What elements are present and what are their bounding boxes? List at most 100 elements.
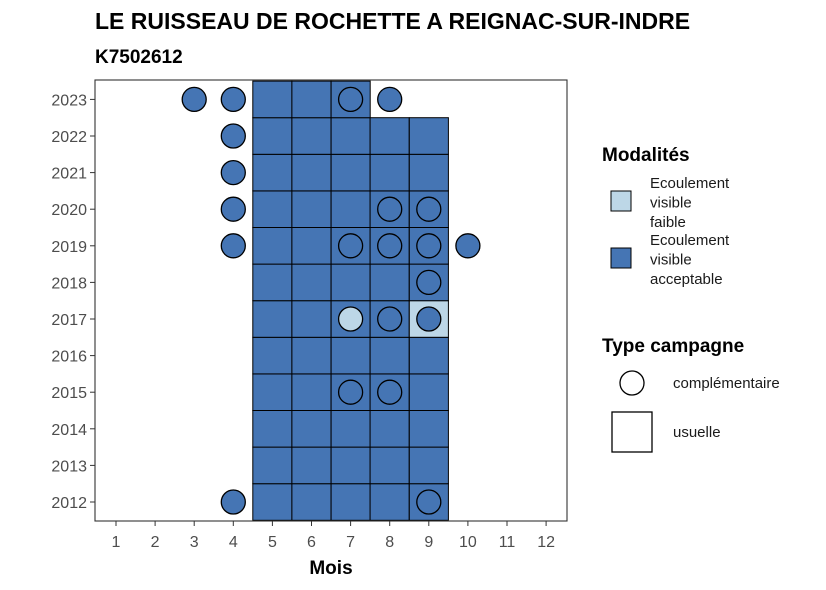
legend-label-usuelle: usuelle (673, 424, 721, 441)
tile-2017-5 (252, 300, 293, 338)
point-2019-10 (455, 233, 481, 259)
axes: 1 2 3 4 5 6 7 8 9 10 11 122012201320142015201620172… (51, 79, 568, 551)
x-tick-label: 11 (499, 534, 516, 551)
tile-2016-7 (330, 336, 371, 375)
chart-subtitle: K7502612 (95, 47, 183, 68)
x-tick-label: 6 (307, 534, 316, 551)
tile-2023-6 (291, 80, 332, 119)
tile-2014-8 (369, 410, 410, 448)
tile-2013-5 (252, 446, 293, 485)
x-tick-label: 9 (424, 534, 433, 551)
tile-2014-9 (408, 410, 449, 448)
tile-2018-8 (369, 263, 410, 302)
tile-2022-7 (330, 117, 371, 155)
legend-key-complementaire (619, 370, 645, 396)
shape-legend-title: Type campagne (602, 336, 744, 357)
legend-label-faible: Ecoulement visible faible (650, 175, 730, 231)
y-tick-label: 2015 (51, 385, 87, 402)
x-tick-label: 8 (385, 534, 394, 551)
tile-2015-6 (291, 373, 332, 411)
point-2020-8 (377, 196, 403, 222)
tile-2022-8 (369, 117, 410, 155)
point-2019-8 (377, 233, 403, 259)
point-2019-9 (416, 233, 442, 259)
y-tick-label: 2021 (51, 166, 87, 183)
fill-legend-title: Modalités (602, 145, 690, 166)
tile-2022-9 (408, 117, 449, 155)
point-2020-9 (416, 196, 442, 222)
tile-2022-5 (252, 117, 293, 155)
point-2023-7 (337, 86, 364, 113)
x-tick-label: 2 (151, 534, 160, 551)
tile-2014-6 (291, 410, 332, 448)
y-tick-label: 2023 (51, 92, 87, 109)
tile-2021-5 (252, 153, 293, 192)
x-tick-label: 3 (190, 534, 199, 551)
tile-2013-6 (291, 446, 332, 485)
point-2018-9 (416, 269, 442, 296)
tile-2014-7 (330, 410, 371, 448)
point-2023-3 (181, 86, 207, 113)
tile-2018-5 (252, 263, 293, 302)
tile-2012-7 (330, 483, 371, 521)
tile-2016-8 (369, 336, 410, 375)
legend-key-acceptable (610, 247, 632, 269)
tile-2018-7 (330, 263, 371, 302)
tile-2012-8 (369, 483, 410, 521)
point-2012-4 (220, 489, 246, 515)
x-tick-label: 5 (268, 534, 277, 551)
tile-2021-9 (408, 153, 449, 192)
x-tick-label: 7 (346, 534, 355, 551)
legend-label-acceptable: Ecoulement visible acceptable (650, 232, 730, 288)
tile-2018-6 (291, 263, 332, 302)
tile-2013-8 (369, 446, 410, 485)
tile-2020-7 (330, 190, 371, 228)
tile-2023-5 (252, 80, 293, 119)
tile-2020-5 (252, 190, 293, 228)
tile-2016-9 (408, 336, 449, 375)
point-2021-4 (220, 159, 246, 186)
tile-2013-7 (330, 446, 371, 485)
y-tick-label: 2018 (51, 275, 87, 292)
point-2015-7 (337, 379, 364, 405)
tile-2019-6 (291, 227, 332, 265)
plot-border (94, 79, 568, 522)
tile-2022-6 (291, 117, 332, 155)
tile-2016-5 (252, 336, 293, 375)
point-2022-4 (220, 123, 246, 149)
y-tick-label: 2019 (51, 239, 87, 256)
legend-key-usuelle (611, 411, 653, 453)
heatmap-cells (252, 80, 449, 521)
y-tick-label: 2014 (51, 422, 87, 439)
tile-2015-9 (408, 373, 449, 411)
y-tick-label: 2012 (51, 495, 87, 512)
y-tick-label: 2022 (51, 129, 87, 146)
campaign-points (181, 86, 481, 515)
tile-2014-5 (252, 410, 293, 448)
tile-2013-9 (408, 446, 449, 485)
point-2017-9 (416, 306, 442, 332)
tile-2015-5 (252, 373, 293, 411)
tile-2021-8 (369, 153, 410, 192)
point-2017-8 (377, 306, 403, 332)
tile-2020-6 (291, 190, 332, 228)
tile-2016-6 (291, 336, 332, 375)
tile-2012-6 (291, 483, 332, 521)
point-2023-4 (220, 86, 246, 113)
y-tick-label: 2013 (51, 458, 87, 475)
tile-2012-5 (252, 483, 293, 521)
x-tick-label: 10 (459, 534, 477, 551)
y-tick-label: 2020 (51, 202, 87, 219)
x-axis-title: Mois (309, 558, 352, 579)
point-2019-4 (220, 233, 246, 259)
tile-2019-5 (252, 227, 293, 265)
point-2019-7 (337, 233, 364, 259)
legend: Modalités Type campagne Ecoulement visibl… (602, 145, 780, 453)
y-tick-label: 2016 (51, 349, 87, 366)
point-2015-8 (377, 379, 403, 405)
legend-label-complementaire: complémentaire (673, 375, 780, 392)
tile-2021-6 (291, 153, 332, 192)
chart-title: LE RUISSEAU DE ROCHETTE A REIGNAC-SUR-IN… (95, 8, 690, 34)
point-2020-4 (220, 196, 246, 222)
